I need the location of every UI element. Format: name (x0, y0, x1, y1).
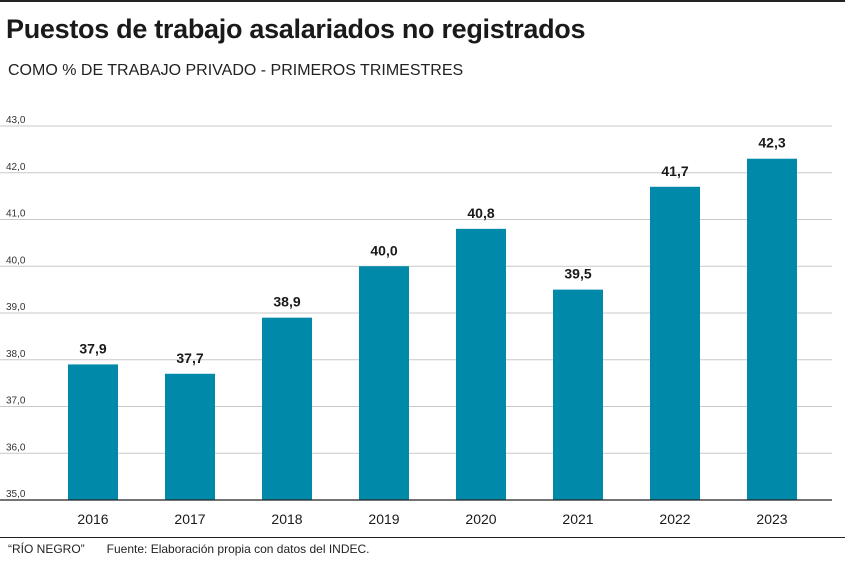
bottom-rule (0, 537, 845, 538)
y-tick-label: 35,0 (6, 489, 26, 500)
bar (68, 364, 118, 500)
y-tick-label: 37,0 (6, 396, 26, 407)
y-tick-label: 38,0 (6, 349, 26, 360)
y-tick-label: 40,0 (6, 255, 26, 266)
top-rule (0, 0, 845, 2)
bar-value-label: 41,7 (661, 163, 688, 179)
y-tick-label: 39,0 (6, 302, 26, 313)
bar (165, 373, 215, 500)
bar-value-label: 38,9 (273, 294, 300, 310)
y-tick-label: 36,0 (6, 442, 26, 453)
chart-title: Puestos de trabajo asalariados no regist… (6, 14, 586, 44)
x-tick-label: 2020 (465, 511, 496, 527)
bar (456, 228, 506, 500)
bar-value-label: 40,0 (370, 242, 397, 258)
footer-brand: “RÍO NEGRO” (8, 542, 85, 556)
footer-source: Fuente: Elaboración propia con datos del… (106, 542, 370, 556)
y-tick-label: 41,0 (6, 209, 26, 220)
x-tick-label: 2021 (562, 511, 593, 527)
x-tick-label: 2023 (756, 511, 787, 527)
y-tick-label: 42,0 (6, 162, 26, 173)
y-tick-label: 43,0 (6, 115, 26, 126)
x-tick-label: 2022 (659, 511, 690, 527)
bar (262, 317, 312, 500)
bar-value-label: 42,3 (758, 135, 785, 151)
footer: “RÍO NEGRO” Fuente: Elaboración propia co… (8, 542, 370, 556)
bar (650, 186, 700, 500)
chart-subtitle: COMO % DE TRABAJO PRIVADO - PRIMEROS TRI… (8, 62, 464, 79)
x-tick-label: 2016 (77, 511, 108, 527)
bar (553, 289, 603, 500)
bar-value-label: 37,9 (79, 340, 106, 356)
bar-value-label: 37,7 (176, 350, 203, 366)
x-tick-label: 2018 (271, 511, 302, 527)
bar-chart: 35,0 36,0 37,0 38,0 39,0 40,0 41,0 42,0 43,0 37,9… (0, 115, 832, 527)
bar (359, 266, 409, 500)
bar (747, 158, 797, 500)
x-tick-label: 2019 (368, 511, 399, 527)
bar-value-label: 40,8 (467, 205, 494, 221)
bar-value-label: 39,5 (564, 266, 591, 282)
x-tick-label: 2017 (174, 511, 205, 527)
